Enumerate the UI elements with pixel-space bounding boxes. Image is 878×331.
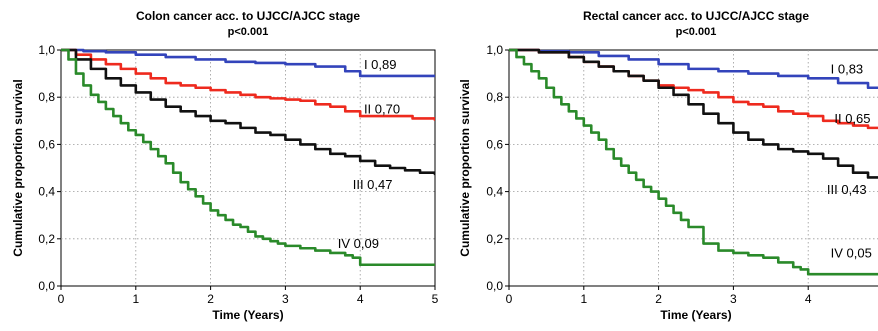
- x-axis-label: Time (Years): [212, 308, 283, 322]
- y-tick-label: 0,6: [38, 137, 55, 151]
- x-tick-label: 3: [282, 292, 289, 306]
- x-tick-label: 1: [132, 292, 139, 306]
- x-tick-label: 3: [730, 292, 737, 306]
- curve-label-stage-ii: II 0,65: [834, 111, 870, 126]
- survival-curve-stage-iv: [509, 48, 878, 276]
- x-axis-label: Time (Years): [660, 308, 731, 322]
- y-tick-label: 0,4: [38, 185, 55, 199]
- x-tick-label: 4: [805, 292, 812, 306]
- y-tick-label: 0,2: [38, 232, 55, 246]
- chart-subtitle: p<0.001: [228, 26, 269, 38]
- x-tick-label: 0: [506, 292, 513, 306]
- plot-area: [60, 49, 436, 287]
- rectal-survival-chart: Rectal cancer acc. to UJCC/AJCC stage p<0…: [447, 0, 878, 331]
- y-tick-label: 0,0: [486, 279, 503, 293]
- x-tick-label: 2: [655, 292, 662, 306]
- curve-label-stage-iii: III 0,43: [827, 182, 867, 197]
- y-tick-label: 0,8: [486, 90, 503, 104]
- x-tick-label: 2: [207, 292, 214, 306]
- curve-label-stage-iii: III 0,47: [353, 177, 393, 192]
- y-tick-label: 0,6: [486, 137, 503, 151]
- plot-area: [508, 49, 878, 287]
- x-tick-label: 5: [432, 292, 439, 306]
- y-axis-label: Cumulative proportion survival: [11, 79, 25, 256]
- rectal-survival-plot: Rectal cancer acc. to UJCC/AJCC stage p<0…: [458, 9, 878, 322]
- x-tick-label: 4: [357, 292, 364, 306]
- chart-title: Rectal cancer acc. to UJCC/AJCC stage: [583, 9, 809, 23]
- y-tick-label: 0,8: [38, 90, 55, 104]
- y-tick-label: 0,2: [486, 232, 503, 246]
- y-tick-label: 0,4: [486, 185, 503, 199]
- survival-curve-stage-i: [61, 48, 435, 78]
- x-tick-label: 1: [580, 292, 587, 306]
- survival-curve-stage-iv: [61, 48, 435, 267]
- survival-curve-stage-ii: [61, 48, 435, 121]
- chart-subtitle: p<0.001: [676, 26, 717, 38]
- curve-label-stage-iv: IV 0,09: [338, 236, 379, 251]
- survival-curve-stage-iii: [509, 48, 878, 179]
- curve-label-stage-i: I 0,83: [831, 62, 864, 77]
- curve-label-stage-iv: IV 0,05: [831, 246, 872, 261]
- y-tick-label: 1,0: [486, 43, 503, 57]
- colon-survival-plot: Colon cancer acc. to UJCC/AJCC stage p<0.…: [11, 9, 439, 322]
- y-tick-label: 1,0: [38, 43, 55, 57]
- survival-curve-stage-i: [509, 48, 878, 90]
- colon-survival-chart: Colon cancer acc. to UJCC/AJCC stage p<0.…: [11, 9, 439, 322]
- curve-label-stage-ii: II 0,70: [364, 102, 400, 117]
- y-tick-label: 0,0: [38, 279, 55, 293]
- curve-label-stage-i: I 0,89: [364, 57, 397, 72]
- chart-title: Colon cancer acc. to UJCC/AJCC stage: [136, 9, 360, 23]
- x-tick-label: 0: [58, 292, 65, 306]
- survival-curve-stage-iii: [61, 48, 435, 176]
- y-axis-label: Cumulative proportion survival: [458, 79, 472, 256]
